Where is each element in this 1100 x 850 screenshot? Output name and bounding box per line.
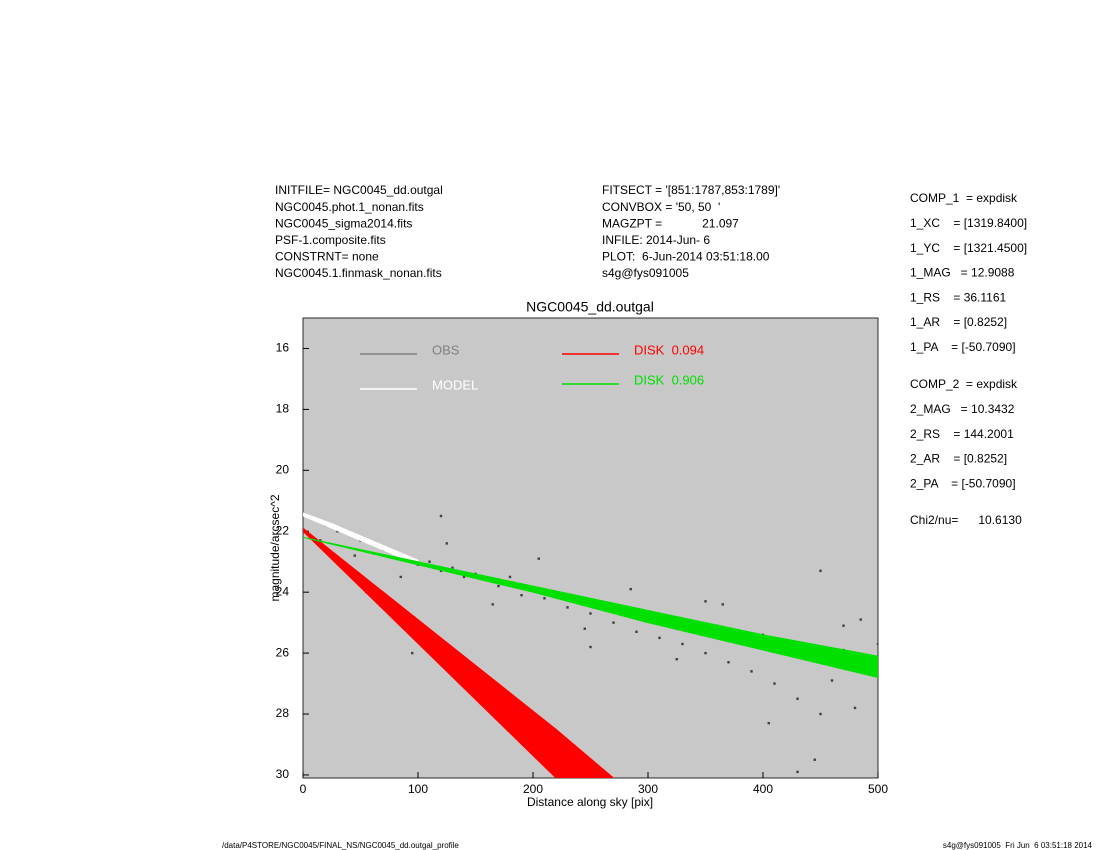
header-left-line: PSF-1.composite.fits [275, 233, 386, 247]
obs-point [819, 712, 822, 716]
obs-point [583, 627, 586, 630]
chart-title: NGC0045_dd.outgal [526, 299, 654, 315]
param-line: 1_PA = [-50.7090] [910, 340, 1016, 354]
obs-point [721, 603, 724, 606]
obs-point [462, 575, 466, 579]
y-tick-label: 24 [276, 584, 290, 598]
obs-point [635, 630, 638, 633]
param-line: COMP_1 = expdisk [910, 191, 1018, 205]
obs-point [796, 697, 799, 700]
obs-point [750, 670, 753, 673]
obs-point [796, 770, 799, 774]
obs-point [681, 642, 684, 646]
header-middle-line: MAGZPT = 21.097 [602, 216, 739, 230]
obs-point [704, 600, 707, 603]
obs-point [566, 606, 569, 609]
x-tick-label: 300 [638, 782, 658, 796]
footer-stamp: s4g@fys091005 Fri Jun 6 03:51:18 2014 [943, 841, 1093, 850]
chi2: Chi2/nu= 10.6130 [910, 513, 1022, 527]
obs-point [336, 530, 339, 533]
obs-point [589, 612, 592, 615]
header-middle-line: INFILE: 2014-Jun- 6 [602, 233, 710, 247]
header-middle-line: FITSECT = '[851:1787,853:1789]' [602, 183, 780, 197]
obs-point [319, 539, 322, 542]
header-left-line: CONSTRNT= none [275, 250, 379, 264]
obs-point [704, 651, 707, 655]
obs-point [819, 569, 822, 573]
obs-point [543, 597, 546, 600]
obs-point [658, 636, 661, 640]
header-left-line: NGC0045.phot.1_nonan.fits [275, 200, 424, 214]
obs-point [508, 575, 512, 579]
obs-point [399, 575, 402, 579]
obs-point [853, 706, 857, 710]
obs-point [411, 651, 414, 655]
obs-point [830, 679, 834, 682]
header-middle-line: CONVBOX = '50, 50 ' [602, 200, 720, 214]
header-left-line: NGC0045.1.finmask_nonan.fits [275, 266, 442, 280]
param-line: 1_RS = 36.1161 [910, 290, 1007, 304]
y-tick-label: 26 [276, 645, 290, 659]
footer-path: /data/P4STORE/NGC0045/FINAL_NS/NGC0045_d… [222, 841, 459, 850]
param-line: 2_AR = [0.8252] [910, 452, 1007, 466]
obs-point [589, 645, 592, 649]
obs-point [439, 514, 443, 518]
plot-background [302, 317, 879, 779]
x-tick-label: 200 [523, 782, 543, 796]
param-line: 1_YC = [1321.4500] [910, 241, 1027, 255]
obs-point [859, 618, 862, 621]
param-line: 2_PA = [-50.7090] [910, 476, 1016, 490]
param-line: 2_RS = 144.2001 [910, 427, 1014, 441]
y-tick-label: 16 [276, 341, 290, 355]
obs-point [876, 642, 878, 646]
obs-point [767, 721, 770, 725]
obs-point [727, 661, 730, 664]
obs-point [813, 758, 816, 761]
y-tick-label: 30 [276, 767, 290, 781]
param-line: 1_MAG = 12.9088 [910, 266, 1015, 280]
header-left-line: INITFILE= NGC0045_dd.outgal [275, 183, 443, 197]
y-tick-label: 20 [276, 462, 290, 476]
obs-point [353, 554, 356, 557]
param-line: 2_MAG = 10.3432 [910, 402, 1015, 416]
obs-point [612, 621, 615, 624]
x-axis-label: Distance along sky [pix] [527, 795, 653, 809]
obs-point [520, 594, 523, 597]
x-tick-label: 100 [408, 782, 428, 796]
y-tick-label: 18 [276, 402, 290, 416]
x-tick-label: 500 [868, 782, 888, 796]
legend-label: DISK 0.906 [634, 372, 704, 387]
obs-point [428, 560, 431, 563]
x-tick-label: 400 [753, 782, 773, 796]
obs-point [773, 682, 776, 685]
header-left-line: NGC0045_sigma2014.fits [275, 216, 412, 230]
model-band [303, 527, 615, 778]
param-line: 1_AR = [0.8252] [910, 315, 1007, 329]
y-axis-label: magnitude/arcsec^2 [268, 494, 282, 601]
legend-label: OBS [432, 342, 460, 357]
y-tick-label: 28 [276, 706, 290, 720]
obs-point [439, 569, 443, 573]
param-line: 1_XC = [1319.8400] [910, 216, 1027, 230]
model-band [303, 536, 878, 678]
x-tick-label: 0 [300, 782, 307, 796]
header-middle-line: s4g@fys091005 [602, 266, 689, 280]
obs-point [491, 603, 494, 606]
header-middle-line: PLOT: 6-Jun-2014 03:51:18.00 [602, 250, 770, 264]
obs-point [842, 624, 845, 627]
obs-point [445, 542, 448, 545]
obs-point [675, 657, 678, 661]
y-tick-label: 22 [276, 523, 290, 537]
obs-point [451, 566, 454, 570]
legend-label: MODEL [432, 377, 478, 392]
obs-point [629, 587, 632, 591]
obs-point [537, 557, 540, 560]
obs-point [497, 584, 500, 588]
param-line: COMP_2 = expdisk [910, 377, 1018, 391]
legend-label: DISK 0.094 [634, 342, 704, 357]
